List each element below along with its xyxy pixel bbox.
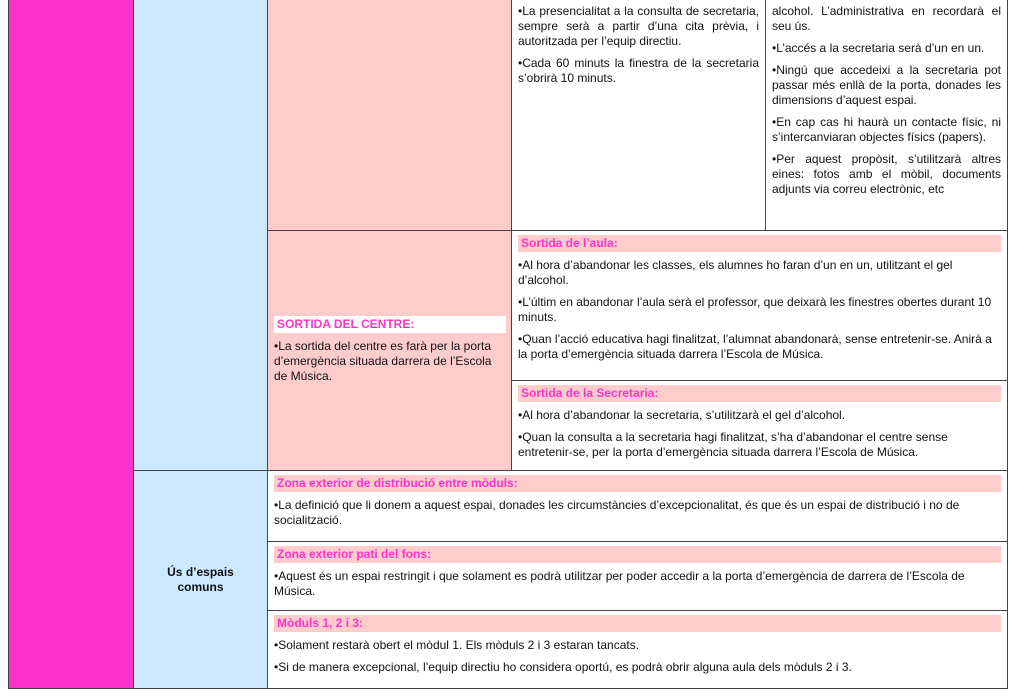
- espais-label: Ús d’espais comuns: [167, 564, 234, 594]
- text: •Si de manera excepcional, l’equip direc…: [274, 660, 852, 674]
- secretaria-right-cell: alcohol. L’administrativa en recordarà e…: [765, 0, 1008, 231]
- text: •Ningú que accedeixi a la secretaria pot…: [772, 63, 1001, 107]
- subcategory-cell-top: [133, 0, 268, 471]
- subcategory-cell-espais: Ús d’espais comuns: [133, 470, 268, 689]
- text: •La sortida del centre es farà per la po…: [274, 339, 492, 383]
- text: •Al hora d’abandonar la secretaria, s’ut…: [518, 408, 846, 422]
- text: •Per aquest propòsit, s’utilitzarà altre…: [772, 152, 1001, 196]
- section-heading: Zona exterior pati del fons:: [274, 546, 1001, 563]
- sortida-aula-cell: Sortida de l’aula: •Al hora d’abandonar …: [511, 230, 1008, 381]
- section-heading: Zona exterior de distribució entre mòdul…: [274, 475, 1001, 492]
- moduls-cell: Mòduls 1, 2 i 3: •Solament restarà obert…: [267, 610, 1008, 689]
- zona-distribucio-cell: Zona exterior de distribució entre mòdul…: [267, 470, 1008, 542]
- secretaria-left-cell: •La presencialitat a la consulta de secr…: [511, 0, 766, 231]
- text: •La definició que li donem a aquest espa…: [274, 498, 960, 527]
- text: •L’accés a la secretaria serà d’un en un…: [772, 41, 985, 55]
- text: •Solament restarà obert el mòdul 1. Els …: [274, 638, 640, 652]
- text: •Quan l’acció educativa hagi finalitzat,…: [518, 332, 992, 361]
- sortida-centre-heading: SORTIDA DEL CENTRE:: [274, 316, 506, 333]
- category-cell: [8, 0, 134, 689]
- sortida-secretaria-heading: Sortida de la Secretaria:: [518, 385, 1001, 402]
- text: •Al hora d’abandonar les classes, els al…: [518, 258, 953, 287]
- text: alcohol. L’administrativa en recordarà e…: [772, 4, 1001, 33]
- text: •Quan la consulta a la secretaria hagi f…: [518, 430, 948, 459]
- zona-pati-cell: Zona exterior pati del fons: •Aquest és …: [267, 541, 1008, 611]
- text: •L’últim en abandonar l’aula serà el pro…: [518, 295, 992, 324]
- text: •La presencialitat a la consulta de secr…: [518, 4, 759, 48]
- text: •En cap cas hi haurà un contacte físic, …: [772, 115, 1001, 144]
- text: •Aquest és un espai restringit i que sol…: [274, 569, 965, 598]
- empty-pink-cell: [267, 0, 512, 231]
- section-heading: Mòduls 1, 2 i 3:: [274, 615, 1001, 632]
- sortida-secretaria-cell: Sortida de la Secretaria: •Al hora d’aba…: [511, 380, 1008, 471]
- text: •Cada 60 minuts la finestra de la secret…: [518, 56, 759, 85]
- sortida-centre-cell: SORTIDA DEL CENTRE: •La sortida del cent…: [267, 230, 512, 471]
- sortida-aula-heading: Sortida de l’aula:: [518, 235, 1001, 252]
